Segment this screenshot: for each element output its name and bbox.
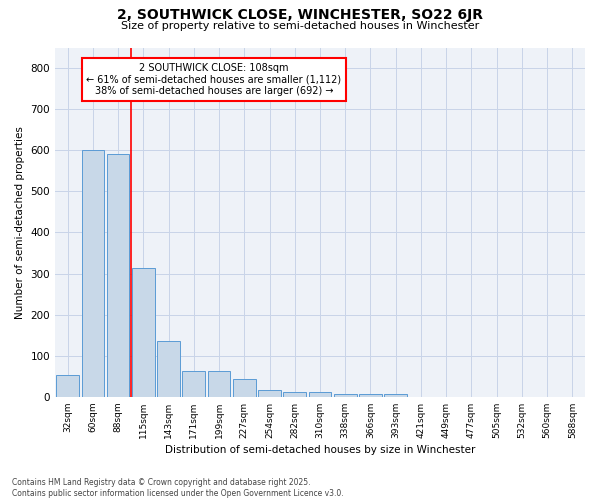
Bar [182,372,205,397]
Bar [56,376,79,397]
Bar [359,394,382,397]
Bar [208,372,230,397]
Text: 2, SOUTHWICK CLOSE, WINCHESTER, SO22 6JR: 2, SOUTHWICK CLOSE, WINCHESTER, SO22 6JR [117,8,483,22]
Text: Size of property relative to semi-detached houses in Winchester: Size of property relative to semi-detach… [121,21,479,31]
Bar [283,392,306,397]
Bar [132,268,155,397]
Bar [385,394,407,397]
Text: Contains HM Land Registry data © Crown copyright and database right 2025.
Contai: Contains HM Land Registry data © Crown c… [12,478,344,498]
Bar [258,390,281,397]
Bar [82,150,104,397]
Y-axis label: Number of semi-detached properties: Number of semi-detached properties [15,126,25,318]
X-axis label: Distribution of semi-detached houses by size in Winchester: Distribution of semi-detached houses by … [165,445,475,455]
Bar [157,340,180,397]
Bar [334,394,356,397]
Bar [107,154,130,397]
Bar [233,379,256,397]
Text: 2 SOUTHWICK CLOSE: 108sqm
← 61% of semi-detached houses are smaller (1,112)
38% : 2 SOUTHWICK CLOSE: 108sqm ← 61% of semi-… [86,63,341,96]
Bar [308,392,331,397]
